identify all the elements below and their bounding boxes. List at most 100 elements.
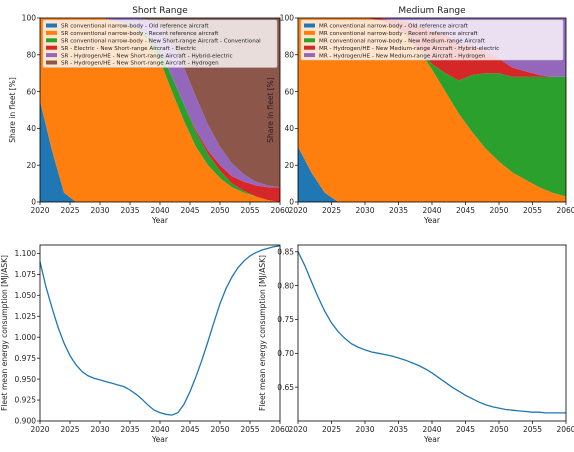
legend-label-1: MR conventional narrow-body - Recent ref… [319,31,479,37]
x-tick-label: 2040 [422,206,441,215]
x-tick-label: 2055 [523,206,542,215]
y-tick-label: 60 [26,87,36,96]
x-tick-label: 2030 [90,206,109,215]
x-tick-label: 2035 [389,206,408,215]
x-tick-label: 2035 [389,425,408,434]
y-tick-label: 1.050 [15,291,37,300]
legend-swatch-2 [304,38,315,43]
x-axis-label: Year [151,435,169,444]
y-tick-label: 0 [289,198,294,207]
y-tick-label: 0.80 [277,281,294,290]
legend-swatch-4 [304,53,315,58]
x-tick-label: 2055 [523,425,542,434]
x-tick-label: 2055 [240,425,259,434]
legend-swatch-5 [46,60,57,65]
x-tick-label: 2060 [270,206,289,215]
line-series-0 [297,251,566,414]
legend: SR conventional narrow-body - Old refere… [42,19,278,68]
x-tick-label: 2025 [60,425,79,434]
x-tick-label: 2060 [270,425,289,434]
y-tick-label: 0.85 [277,247,294,256]
chart-title: Medium Range [398,6,466,16]
x-tick-label: 2045 [456,206,475,215]
y-tick-label: 40 [284,124,294,133]
area-series-0 [298,146,566,202]
area-series-1 [298,18,566,202]
x-tick-label: 2050 [210,206,229,215]
x-tick-label: 2025 [322,425,341,434]
y-tick-label: 20 [26,161,36,170]
x-tick-label: 2045 [180,425,199,434]
y-tick-label: 1.075 [15,270,37,279]
y-axis-label: Fleet mean energy consumption [MJ/ASK] [0,255,9,411]
chart-mr_share: MR conventional narrow-body - Old refere… [266,6,574,225]
legend-label-1: SR conventional narrow-body - Recent ref… [61,31,219,37]
y-tick-label: 0.75 [277,315,294,324]
x-tick-label: 2020 [288,425,307,434]
y-tick-label: 1.025 [15,312,37,321]
legend-swatch-1 [304,30,315,35]
area-series-2 [298,18,566,197]
legend-label-4: SR - Hydrogen/HE - New Short-range Aircr… [61,53,233,59]
x-axis-label: Year [423,435,441,444]
y-tick-label: 0.950 [15,375,37,384]
x-tick-label: 2060 [556,206,574,215]
x-tick-label: 2050 [489,206,508,215]
x-tick-label: 2035 [120,206,139,215]
y-axis-label: Fleet mean energy consumption [MJ/ASK] [258,255,267,411]
legend: MR conventional narrow-body - Old refere… [300,19,564,61]
x-tick-label: 2055 [240,206,259,215]
y-tick-label: 1.000 [15,333,37,342]
chart-sr_share: SR conventional narrow-body - Old refere… [8,6,290,225]
chart-mr_energy: 2020 2025 2030 2035 2040 2045 2050 2055 2060 0.65… [258,244,574,444]
x-tick-label: 2050 [210,425,229,434]
x-tick-label: 2030 [90,425,109,434]
y-tick-label: 0.65 [277,383,294,392]
y-tick-label: 0.70 [277,349,294,358]
y-tick-label: 80 [284,51,294,60]
y-tick-label: 60 [284,87,294,96]
x-axis-label: Year [151,216,169,225]
y-tick-label: 0.900 [15,417,37,426]
x-tick-label: 2040 [150,206,169,215]
line-series-0 [39,245,281,416]
y-tick-label: 100 [22,14,37,23]
legend-swatch-3 [46,45,57,50]
y-tick-label: 20 [284,161,294,170]
legend-swatch-4 [46,53,57,58]
y-tick-label: 80 [26,51,36,60]
legend-swatch-2 [46,38,57,43]
x-axis-label: Year [423,216,441,225]
x-tick-label: 2050 [489,425,508,434]
chart-title: Short Range [132,6,188,16]
x-tick-label: 2030 [355,206,374,215]
axes-frame [39,244,281,422]
x-tick-label: 2020 [30,425,49,434]
legend-swatch-0 [304,23,315,28]
x-tick-label: 2045 [456,425,475,434]
x-tick-label: 2040 [150,425,169,434]
legend-swatch-3 [304,45,315,50]
legend-swatch-0 [46,23,57,28]
legend-label-3: MR - Hydrogen/HE - New Medium-range Airc… [319,46,499,52]
x-tick-label: 2030 [355,425,374,434]
y-tick-label: 0.925 [15,396,37,405]
legend-label-5: SR - Hydrogen/HE - New Short-range Aircr… [61,61,219,67]
legend-box [42,19,278,68]
legend-swatch-1 [46,30,57,35]
y-tick-label: 0 [31,198,36,207]
legend-label-2: MR conventional narrow-body - New Medium… [319,39,486,45]
y-tick-label: 1.100 [15,249,37,258]
axes-frame [297,244,567,422]
legend-label-3: SR - Electric - New Short-range Aircraft… [61,46,196,52]
x-tick-label: 2025 [322,206,341,215]
y-tick-label: 100 [280,14,295,23]
y-axis-label: Share in fleet [%] [266,77,275,143]
chart-sr_energy: 2020 2025 2030 2035 2040 2045 2050 2055 2060 0.90… [0,244,290,444]
x-tick-label: 2040 [422,425,441,434]
x-tick-label: 2020 [288,206,307,215]
x-tick-label: 2060 [556,425,574,434]
x-tick-label: 2020 [30,206,49,215]
